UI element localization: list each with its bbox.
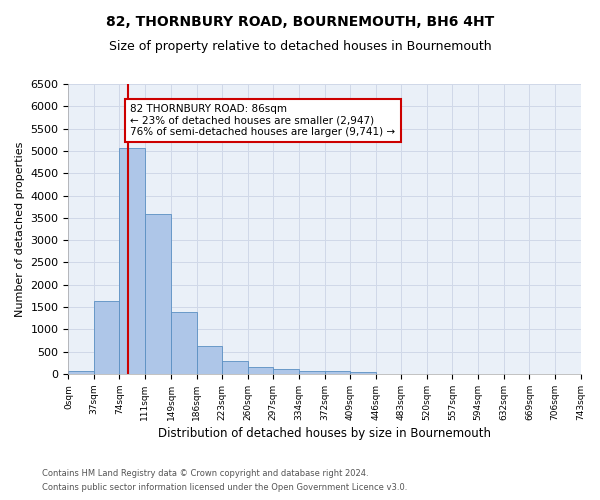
- Text: Size of property relative to detached houses in Bournemouth: Size of property relative to detached ho…: [109, 40, 491, 53]
- Bar: [299, 370, 325, 374]
- X-axis label: Distribution of detached houses by size in Bournemouth: Distribution of detached houses by size …: [158, 427, 491, 440]
- Bar: [325, 370, 350, 374]
- Bar: [145, 214, 171, 374]
- Bar: [94, 302, 119, 374]
- Bar: [119, 148, 145, 374]
- Y-axis label: Number of detached properties: Number of detached properties: [15, 142, 25, 316]
- Text: Contains HM Land Registry data © Crown copyright and database right 2024.: Contains HM Land Registry data © Crown c…: [42, 468, 368, 477]
- Bar: [350, 372, 376, 374]
- Text: Contains public sector information licensed under the Open Government Licence v3: Contains public sector information licen…: [42, 484, 407, 492]
- Bar: [197, 346, 222, 374]
- Text: 82, THORNBURY ROAD, BOURNEMOUTH, BH6 4HT: 82, THORNBURY ROAD, BOURNEMOUTH, BH6 4HT: [106, 15, 494, 29]
- Bar: [222, 360, 248, 374]
- Bar: [171, 312, 197, 374]
- Bar: [248, 368, 273, 374]
- Bar: [68, 370, 94, 374]
- Bar: [273, 370, 299, 374]
- Text: 82 THORNBURY ROAD: 86sqm
← 23% of detached houses are smaller (2,947)
76% of sem: 82 THORNBURY ROAD: 86sqm ← 23% of detach…: [130, 104, 395, 138]
